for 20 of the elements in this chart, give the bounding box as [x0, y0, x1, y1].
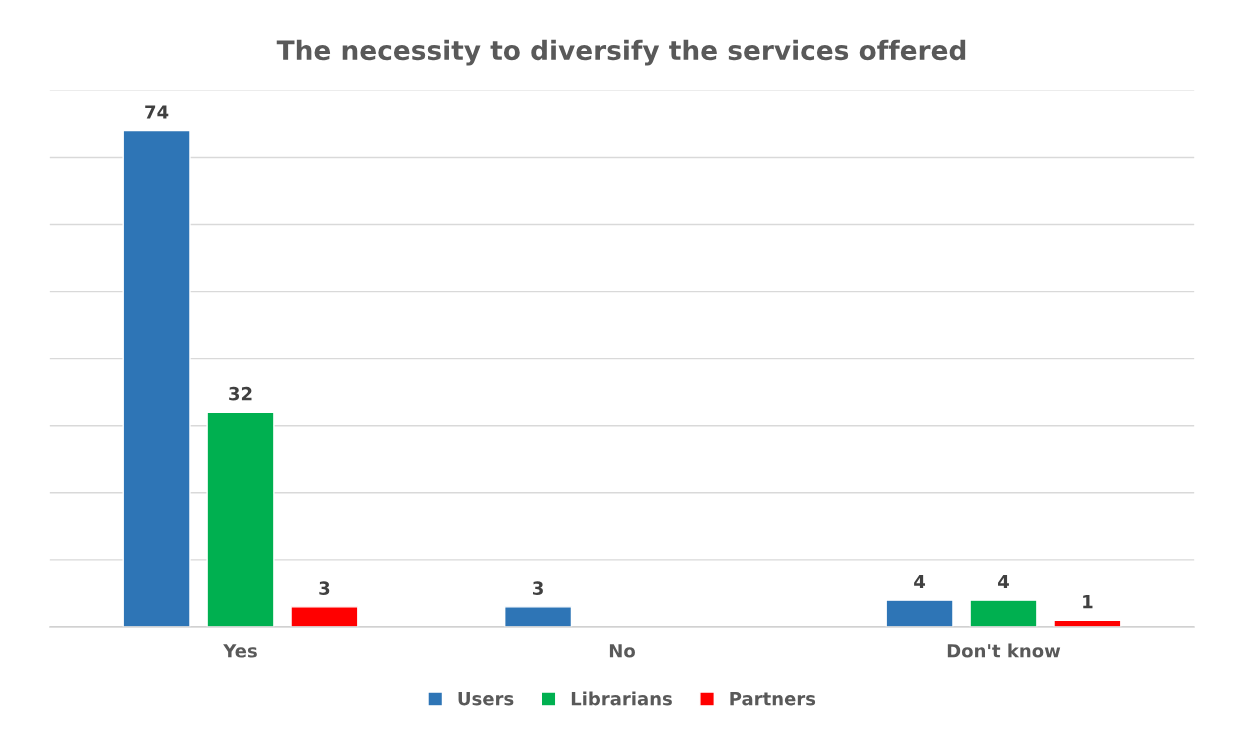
- bar: [969, 599, 1038, 627]
- x-tick-label: Yes: [223, 644, 257, 658]
- bar: [206, 411, 275, 627]
- x-tick-label: Don't know: [947, 643, 1061, 658]
- bar: [885, 599, 954, 627]
- legend-label: Partners: [730, 692, 816, 706]
- data-label: 1: [1083, 595, 1093, 609]
- data-label: 3: [319, 581, 330, 595]
- bar: [122, 129, 191, 627]
- data-label: 4: [914, 574, 926, 589]
- data-label: 4: [998, 574, 1009, 589]
- data-label: 32: [229, 386, 252, 401]
- legend-label: Librarians: [571, 691, 672, 706]
- legend-label: Users: [458, 692, 514, 706]
- data-label: 74: [145, 105, 169, 119]
- bar: [290, 606, 359, 627]
- data-label: 3: [533, 581, 543, 595]
- x-tick-label: No: [609, 644, 635, 658]
- bar: [503, 606, 573, 627]
- chart-title: The necessity to diversify the services offered: [276, 39, 966, 66]
